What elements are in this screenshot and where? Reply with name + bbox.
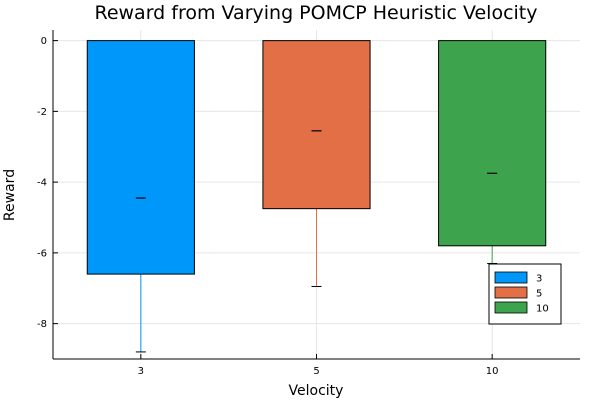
- legend-swatch: [494, 271, 528, 284]
- y-tick-label: -2: [37, 107, 47, 118]
- box: [262, 40, 371, 210]
- box-series-5: [262, 40, 371, 287]
- legend-swatch: [494, 301, 528, 314]
- chart-title: Reward from Varying POMCP Heuristic Velo…: [94, 2, 537, 24]
- legend-entry: 3: [536, 274, 542, 285]
- y-axis-ticks: 0 -2 -4 -6 -8: [37, 36, 58, 330]
- x-tick-label: 3: [138, 366, 144, 377]
- y-tick-label: 0: [41, 36, 47, 47]
- box-series-10: [438, 40, 547, 264]
- x-axis-label: Velocity: [289, 383, 344, 399]
- legend-entry: 10: [536, 304, 549, 315]
- box-series-3: [86, 40, 195, 353]
- y-axis-label: Reward: [2, 169, 18, 221]
- box: [438, 40, 547, 247]
- x-tick-label: 5: [313, 366, 319, 377]
- x-tick-label: 10: [486, 366, 499, 377]
- box: [86, 40, 195, 275]
- legend-entry: 5: [536, 289, 542, 300]
- x-axis-ticks: 3 5 10: [138, 354, 499, 377]
- y-tick-label: -6: [37, 248, 47, 259]
- y-tick-label: -8: [37, 319, 47, 330]
- legend: 3 5 10: [488, 263, 562, 325]
- y-tick-label: -4: [37, 178, 47, 189]
- plot-area: [86, 40, 547, 353]
- legend-swatch: [494, 286, 528, 299]
